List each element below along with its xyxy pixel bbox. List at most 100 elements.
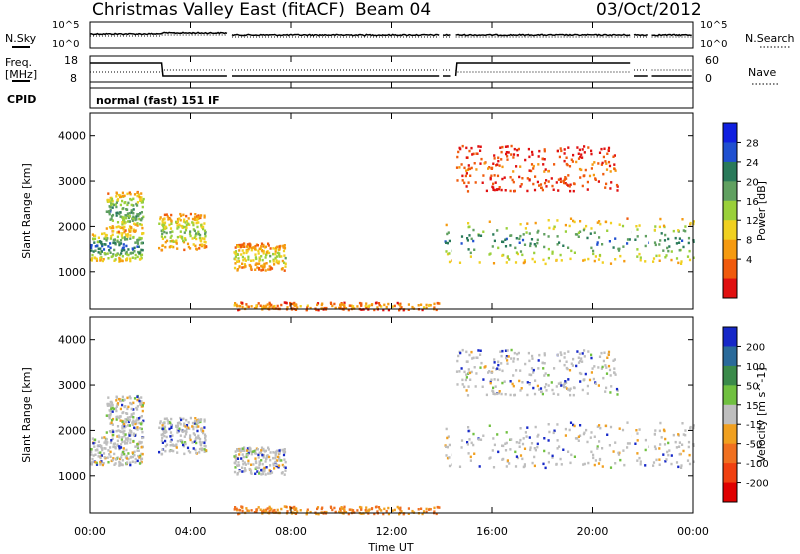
velocity-cell bbox=[465, 376, 468, 379]
power-cell bbox=[586, 236, 589, 240]
velocity-cell bbox=[198, 447, 202, 451]
velocity-cell bbox=[170, 449, 173, 452]
power-cell bbox=[501, 145, 504, 149]
power-cell bbox=[107, 245, 110, 248]
power-cell bbox=[597, 258, 601, 261]
power-cell bbox=[264, 245, 267, 249]
velocity-cell bbox=[123, 422, 126, 426]
power-cell bbox=[477, 234, 480, 237]
velocity-cell bbox=[622, 449, 625, 452]
velocity-cell bbox=[350, 508, 353, 511]
power-cell bbox=[506, 145, 509, 148]
power-cell bbox=[622, 245, 625, 248]
power-cell bbox=[378, 303, 381, 307]
velocity-cell bbox=[124, 405, 127, 408]
power-cell bbox=[597, 180, 600, 183]
power-cell bbox=[113, 248, 116, 252]
velocity-cell bbox=[552, 431, 555, 435]
power-cell bbox=[169, 236, 172, 239]
velocity-cell bbox=[238, 509, 242, 512]
power-cell bbox=[505, 151, 508, 154]
velocity-cell bbox=[181, 430, 184, 433]
power-cell bbox=[533, 251, 536, 255]
power-cell bbox=[399, 302, 402, 306]
power-cell bbox=[364, 305, 367, 308]
power-cell bbox=[468, 234, 471, 237]
velocity-cell bbox=[514, 465, 518, 468]
power-cell bbox=[272, 305, 275, 309]
velocity-cell bbox=[139, 454, 142, 458]
power-ylabel: Slant Range [km] bbox=[20, 163, 33, 259]
velocity-cell bbox=[663, 443, 667, 446]
power-cell bbox=[132, 216, 135, 220]
velocity-cell bbox=[513, 351, 516, 355]
power-cell bbox=[95, 259, 99, 262]
velocity-cell bbox=[687, 445, 690, 449]
power-cell bbox=[99, 256, 102, 260]
velocity-cell bbox=[118, 416, 121, 420]
velocity-cell bbox=[536, 384, 539, 388]
power-cell bbox=[105, 239, 108, 242]
power-cell bbox=[563, 178, 566, 181]
power-cell bbox=[139, 223, 142, 226]
power-cell bbox=[461, 179, 464, 182]
velocity-cell bbox=[503, 380, 506, 383]
power-cell bbox=[490, 167, 493, 170]
y-tick-label: 3000 bbox=[58, 175, 86, 188]
power-cell bbox=[393, 304, 396, 308]
velocity-cell bbox=[505, 355, 508, 358]
power-cell bbox=[262, 252, 265, 255]
velocity-cell bbox=[447, 435, 450, 438]
velocity-cell bbox=[293, 507, 296, 511]
velocity-cell bbox=[613, 371, 616, 375]
power-cell bbox=[141, 226, 144, 230]
power-cell bbox=[92, 238, 95, 241]
velocity-cell bbox=[544, 466, 547, 470]
power-cell bbox=[119, 194, 122, 197]
velocity-cell bbox=[272, 464, 275, 467]
velocity-cell bbox=[479, 353, 482, 356]
velocity-cell bbox=[138, 421, 141, 425]
velocity-cell bbox=[178, 427, 181, 430]
power-cell bbox=[609, 170, 612, 173]
power-cell bbox=[275, 248, 278, 251]
power-cell bbox=[283, 247, 287, 250]
velocity-cell bbox=[498, 390, 501, 393]
power-cell bbox=[284, 256, 287, 260]
velocity-cell bbox=[467, 426, 470, 429]
velocity-cell bbox=[278, 464, 281, 467]
power-cell bbox=[139, 250, 142, 254]
velocity-cell bbox=[572, 423, 575, 427]
velocity-cell bbox=[244, 463, 247, 466]
power-cell bbox=[289, 301, 292, 305]
velocity-cell bbox=[112, 457, 115, 460]
velocity-cell bbox=[90, 448, 93, 451]
velocity-cell bbox=[475, 356, 478, 359]
power-cell bbox=[653, 241, 657, 244]
velocity-cell bbox=[123, 426, 126, 429]
power-cell bbox=[99, 240, 102, 243]
velocity-cell bbox=[296, 510, 299, 513]
velocity-cell bbox=[556, 439, 559, 442]
velocity-cell bbox=[578, 352, 581, 356]
power-cell bbox=[536, 180, 539, 184]
power-cell bbox=[176, 220, 179, 224]
x-tick-label: 08:00 bbox=[275, 525, 307, 538]
velocity-cell bbox=[396, 505, 399, 509]
power-cell bbox=[572, 182, 576, 185]
velocity-cell bbox=[260, 459, 263, 462]
velocity-cell bbox=[688, 462, 692, 466]
power-cell bbox=[283, 254, 286, 257]
power-cell bbox=[309, 306, 312, 310]
power-cell bbox=[165, 213, 168, 216]
power-cell bbox=[126, 235, 129, 238]
power-cell bbox=[634, 238, 637, 241]
power-cell bbox=[670, 258, 673, 262]
velocity-cell bbox=[530, 367, 534, 370]
power-cell bbox=[472, 228, 475, 232]
velocity-cell bbox=[268, 455, 271, 459]
velocity-cell bbox=[496, 433, 499, 436]
power-cell bbox=[278, 260, 281, 263]
power-cell bbox=[538, 149, 541, 153]
power-cell bbox=[536, 241, 539, 245]
